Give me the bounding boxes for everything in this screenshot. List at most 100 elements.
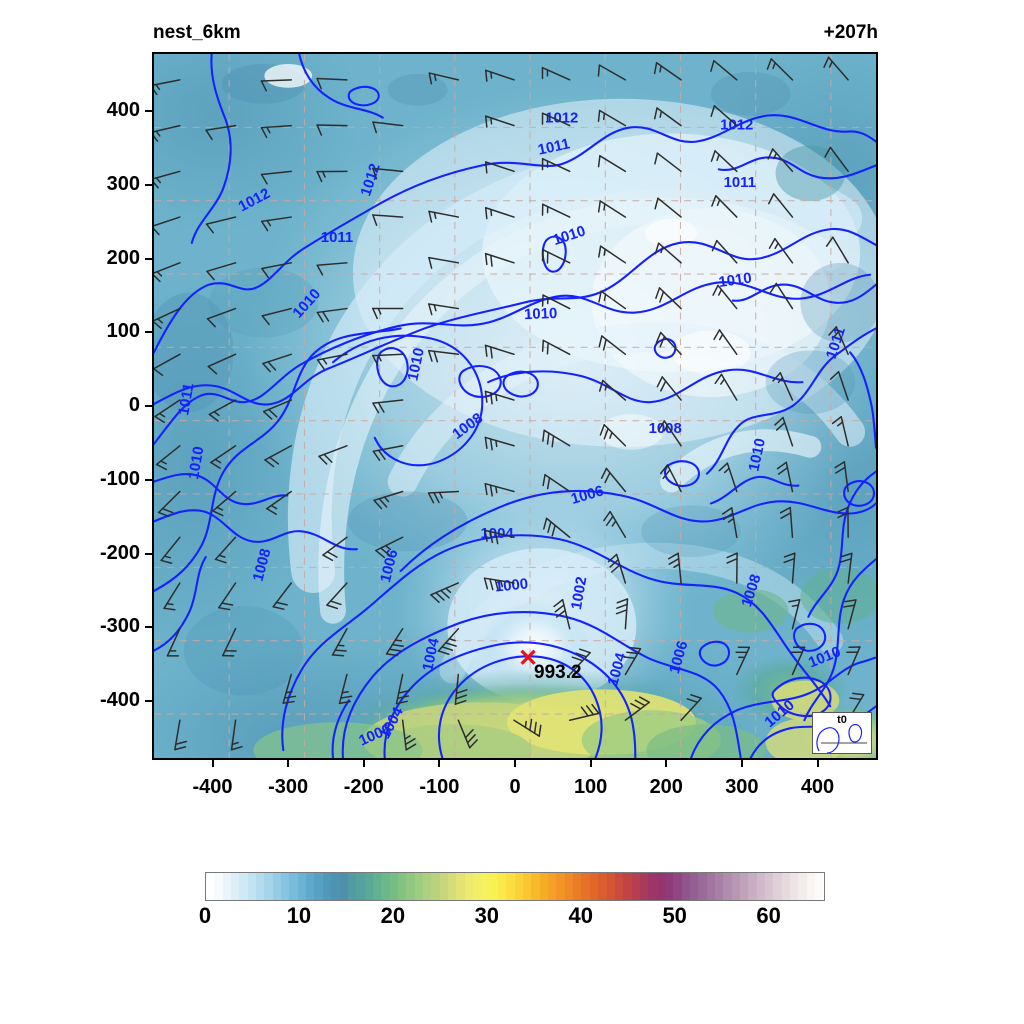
wind-barb — [483, 578, 514, 593]
wind-barb — [483, 391, 514, 409]
wind-barb — [655, 377, 682, 406]
wind-barb — [653, 288, 681, 316]
colorbar-swatch — [757, 873, 765, 900]
y-axis-tick — [145, 405, 152, 407]
wind-barb — [595, 110, 626, 134]
wind-barb — [376, 537, 407, 559]
wind-barb — [783, 643, 804, 674]
colorbar-swatch — [598, 873, 606, 900]
wind-barb — [327, 583, 354, 612]
colorbar-swatch — [515, 873, 523, 900]
low-center-pressure-label: 993.2 — [534, 662, 582, 684]
wind-barb — [596, 336, 626, 362]
wind-barb — [835, 462, 849, 493]
colorbar-tick-label: 30 — [475, 903, 499, 929]
wind-barb — [708, 106, 737, 133]
wind-barb — [722, 508, 737, 539]
wind-barb — [483, 70, 514, 89]
wind-barb — [483, 208, 514, 227]
x-axis-tick — [212, 760, 214, 767]
colorbar-swatch — [632, 873, 640, 900]
wind-barb — [427, 304, 458, 318]
colorbar-tick-label: 0 — [199, 903, 211, 929]
wind-barb — [427, 211, 458, 226]
colorbar-swatch — [415, 873, 423, 900]
colorbar-swatch — [615, 873, 623, 900]
wind-barb — [340, 674, 357, 705]
colorbar-swatch — [657, 873, 665, 900]
map-plot-area[interactable]: 1012 1012 1012 1012 1011 1011 1011 1011 1011 1010… — [152, 52, 878, 760]
wind-barb — [768, 283, 793, 313]
colorbar-tick-label: 50 — [662, 903, 686, 929]
wind-barb — [595, 201, 626, 225]
wind-barb — [596, 381, 625, 408]
wind-barb — [396, 674, 412, 705]
x-axis-tick — [741, 760, 743, 767]
page-title: nest_6km — [153, 22, 241, 44]
wind-barb — [651, 63, 681, 88]
y-axis-tick — [145, 331, 152, 333]
wind-barb — [821, 57, 848, 86]
colorbar: 0 10 20 30 40 50 60 — [205, 872, 825, 935]
wind-barb — [766, 194, 792, 223]
wind-barb — [261, 126, 291, 138]
wind-barb — [607, 554, 625, 585]
colorbar-tick-label: 40 — [569, 903, 593, 929]
wind-barb — [765, 149, 792, 178]
wind-barb — [708, 61, 737, 88]
colorbar-swatch — [807, 873, 815, 900]
wind-barb — [780, 508, 792, 538]
colorbar-swatch — [381, 873, 389, 900]
y-axis-label: 0 — [84, 394, 140, 417]
colorbar-swatch — [665, 873, 673, 900]
colorbar-swatch — [765, 873, 773, 900]
wind-barb — [839, 643, 860, 674]
y-axis-tick — [145, 700, 152, 702]
colorbar-swatch — [548, 873, 556, 900]
wind-barb — [713, 374, 737, 405]
wind-barb — [372, 215, 402, 227]
wind-barb — [483, 484, 514, 501]
colorbar-swatch — [790, 873, 798, 900]
wind-barb — [538, 204, 569, 226]
wind-barb — [213, 492, 242, 519]
track-inset-box[interactable]: t0 — [812, 712, 872, 754]
colorbar-swatch — [373, 873, 381, 900]
wind-barb — [219, 583, 244, 613]
wind-barb — [767, 239, 793, 269]
colorbar-swatch — [682, 873, 690, 900]
colorbar-swatch — [590, 873, 598, 900]
wind-barbs — [154, 54, 876, 758]
colorbar-tick-label: 10 — [287, 903, 311, 929]
wind-barb — [539, 295, 570, 317]
x-axis-label: 400 — [773, 776, 863, 799]
wind-barb — [514, 712, 545, 736]
wind-barb — [718, 463, 737, 494]
y-axis-tick — [145, 110, 152, 112]
colorbar-swatch — [506, 873, 514, 900]
wind-barb — [208, 309, 239, 329]
colorbar-tick-label: 20 — [381, 903, 405, 929]
wind-barb — [216, 537, 243, 566]
colorbar-swatch — [740, 873, 748, 900]
colorbar-tick-label: 60 — [756, 903, 780, 929]
colorbar-swatch — [540, 873, 548, 900]
y-axis-label: -300 — [84, 615, 140, 638]
colorbar-swatch — [723, 873, 731, 900]
y-axis-label: -400 — [84, 689, 140, 712]
wind-barb — [373, 354, 403, 365]
wind-barb — [373, 308, 403, 318]
wind-barb — [263, 354, 294, 373]
y-axis-tick — [145, 479, 152, 481]
wind-barb — [553, 600, 570, 631]
wind-barb — [822, 147, 848, 177]
wind-barb — [538, 68, 569, 89]
colorbar-gradient — [205, 872, 825, 901]
colorbar-swatch — [523, 873, 531, 900]
x-axis-tick — [514, 760, 516, 767]
wind-barb — [155, 400, 185, 425]
wind-barb — [839, 597, 856, 628]
wind-barb — [427, 258, 458, 273]
colorbar-swatch — [748, 873, 756, 900]
wind-barb — [538, 113, 569, 134]
